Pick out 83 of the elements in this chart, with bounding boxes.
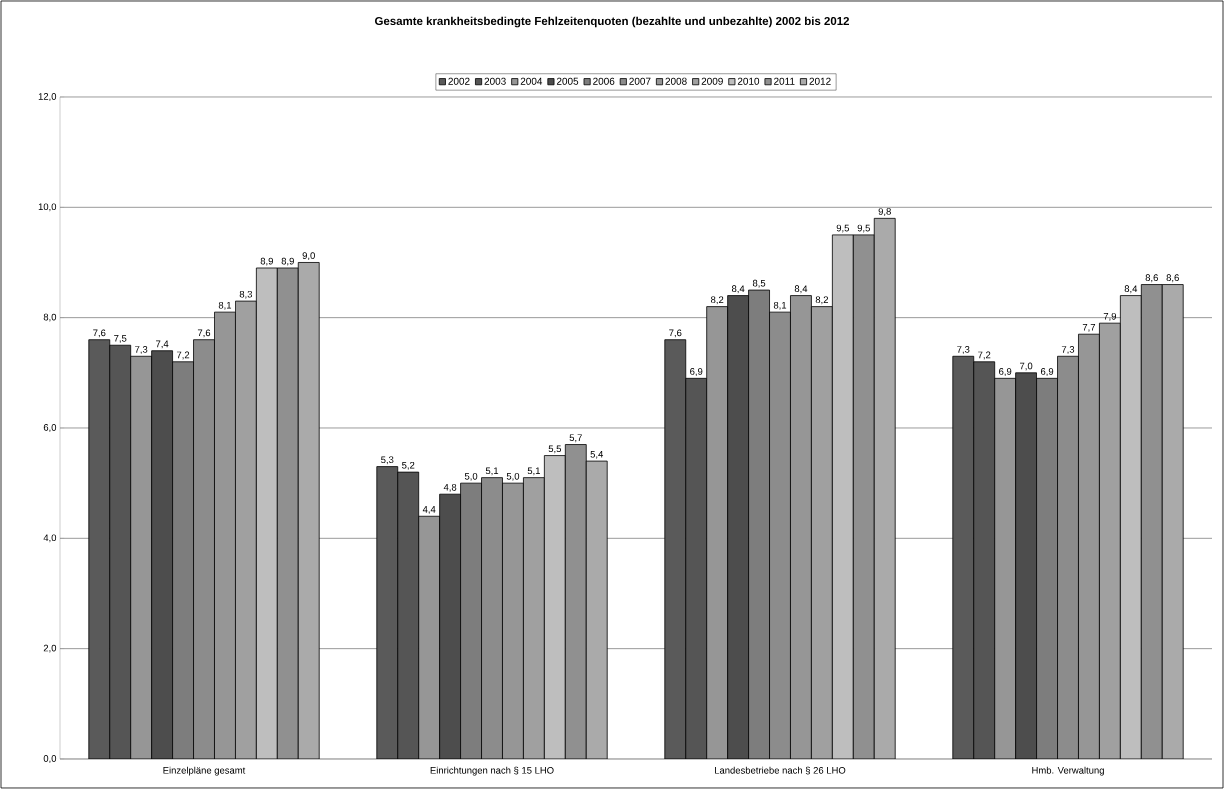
bar bbox=[706, 306, 729, 759]
data-label: 8,2 bbox=[711, 296, 724, 305]
data-label: 9,8 bbox=[878, 208, 891, 216]
bar bbox=[831, 234, 854, 759]
data-label: 9,0 bbox=[302, 252, 315, 261]
bar bbox=[1119, 295, 1142, 759]
data-label: 5,3 bbox=[381, 456, 394, 465]
data-label: 8,3 bbox=[239, 290, 253, 299]
bar bbox=[276, 267, 299, 759]
data-label: 5,7 bbox=[569, 434, 582, 443]
data-label: 8,1 bbox=[773, 301, 787, 310]
legend-label: 2011 bbox=[774, 77, 795, 85]
y-tick-label: 2,0 bbox=[43, 644, 57, 653]
bar bbox=[564, 444, 587, 759]
data-label: 8,9 bbox=[281, 257, 294, 266]
y-tick-label: 0,0 bbox=[43, 755, 57, 763]
data-label: 9,5 bbox=[857, 224, 870, 233]
data-label: 7,7 bbox=[1082, 324, 1096, 332]
data-label: 8,6 bbox=[1166, 274, 1179, 283]
bar bbox=[543, 455, 566, 759]
legend-label: 2003 bbox=[484, 77, 506, 85]
x-tick-label: Hmb. Verwaltung bbox=[1032, 766, 1104, 776]
bar bbox=[1140, 284, 1163, 759]
data-label: 8,2 bbox=[815, 296, 829, 305]
bar bbox=[418, 515, 441, 759]
data-label: 7,9 bbox=[1103, 312, 1117, 321]
data-label: 7,5 bbox=[114, 335, 127, 343]
y-tick-label: 6,0 bbox=[43, 424, 57, 432]
legend-label: 2012 bbox=[809, 77, 831, 85]
data-label: 5,1 bbox=[527, 467, 541, 476]
data-label: 5,1 bbox=[485, 467, 499, 476]
data-label: 5,2 bbox=[402, 461, 415, 470]
bar bbox=[1161, 284, 1184, 759]
data-label: 8,4 bbox=[731, 285, 745, 294]
bar bbox=[255, 267, 278, 759]
data-label: 8,1 bbox=[218, 301, 232, 310]
data-label: 7,6 bbox=[197, 329, 211, 338]
data-label: 8,6 bbox=[1145, 274, 1158, 283]
data-label: 5,5 bbox=[548, 445, 562, 454]
data-label: 7,6 bbox=[93, 329, 106, 338]
data-label: 5,4 bbox=[590, 450, 604, 459]
legend-label: 2005 bbox=[556, 77, 579, 85]
data-label: 7,0 bbox=[1020, 362, 1033, 371]
data-label: 8,9 bbox=[260, 257, 273, 266]
legend-label: 2009 bbox=[701, 77, 723, 85]
data-label: 5,0 bbox=[464, 472, 478, 481]
data-label: 9,5 bbox=[836, 224, 850, 233]
legend-label: 2002 bbox=[448, 77, 470, 85]
legend-label: 2010 bbox=[737, 77, 760, 85]
data-label: 4,8 bbox=[443, 483, 457, 492]
data-label: 6,9 bbox=[690, 368, 703, 376]
x-tick-label: Landesbetriebe nach § 26 LHO bbox=[715, 766, 846, 775]
legend-label: 2008 bbox=[665, 77, 687, 85]
y-tick-label: 12,0 bbox=[38, 93, 57, 101]
legend-label: 2007 bbox=[629, 77, 651, 85]
data-label: 7,2 bbox=[176, 351, 190, 360]
legend-label: 2006 bbox=[593, 77, 615, 85]
data-label: 8,4 bbox=[794, 285, 808, 294]
y-tick-label: 8,0 bbox=[43, 313, 57, 322]
data-label: 7,6 bbox=[669, 329, 682, 338]
x-tick-label: Einzelpläne gesamt bbox=[163, 766, 246, 776]
legend-label: 2004 bbox=[520, 77, 543, 85]
bar bbox=[130, 355, 153, 759]
bar bbox=[585, 460, 608, 759]
chart-title: Gesamte krankheitsbedingte Fehlzeitenquoten (bezahlte und unbezahlte) 2002 bis 2012 bbox=[375, 16, 849, 28]
data-label: 7,2 bbox=[978, 351, 991, 360]
bar bbox=[873, 217, 896, 759]
data-label: 7,3 bbox=[135, 346, 148, 354]
data-label: 7,3 bbox=[1061, 346, 1075, 354]
data-label: 7,4 bbox=[156, 340, 169, 349]
x-tick-label: Einrichtungen nach § 15 LHO bbox=[430, 766, 554, 776]
data-label: 5,0 bbox=[506, 472, 520, 481]
y-tick-label: 4,0 bbox=[43, 534, 57, 543]
bar bbox=[297, 262, 320, 759]
data-label: 8,5 bbox=[752, 279, 766, 288]
data-label: 6,9 bbox=[999, 368, 1012, 376]
data-label: 4,4 bbox=[422, 506, 436, 514]
data-label: 8,4 bbox=[1124, 285, 1138, 294]
y-tick-label: 10,0 bbox=[38, 203, 57, 212]
bar bbox=[994, 377, 1017, 759]
bar bbox=[852, 234, 875, 759]
data-label: 6,9 bbox=[1040, 368, 1054, 376]
data-label: 7,3 bbox=[957, 346, 970, 354]
